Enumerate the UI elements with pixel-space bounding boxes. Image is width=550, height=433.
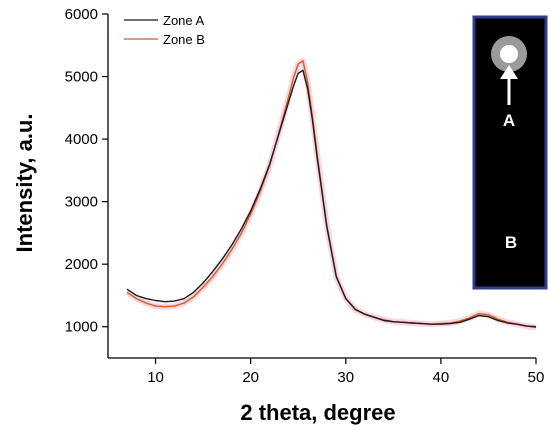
series-layer — [125, 57, 537, 331]
y-tick-label: 3000 — [65, 194, 98, 211]
inset-image: A B — [472, 15, 548, 290]
axes — [107, 14, 536, 359]
inset-label-a: A — [503, 111, 515, 130]
x-tick-label: 30 — [337, 369, 354, 386]
x-ticks: 10 20 30 40 50 — [147, 358, 544, 386]
legend-label-zone-a: Zone A — [163, 13, 205, 28]
x-axis-label: 2 theta, degree — [240, 400, 395, 425]
x-tick-label: 50 — [528, 369, 545, 386]
legend: Zone A Zone B — [124, 13, 205, 47]
inset-arrow-head — [500, 65, 518, 79]
x-tick-label: 10 — [147, 369, 164, 386]
y-tick-label: 1000 — [65, 319, 98, 336]
y-tick-label: 6000 — [65, 6, 98, 23]
inset-panel — [472, 15, 548, 290]
legend-label-zone-b: Zone B — [163, 32, 205, 47]
y-tick-label: 4000 — [65, 131, 98, 148]
x-tick-label: 40 — [433, 369, 450, 386]
inset-label-b: B — [505, 233, 517, 252]
y-tick-label: 5000 — [65, 69, 98, 86]
y-axis-label: Intensity, a.u. — [12, 114, 37, 253]
x-tick-label: 20 — [242, 369, 259, 386]
y-ticks: 1000 2000 3000 4000 5000 6000 — [65, 6, 108, 336]
inset-bright-spot — [500, 45, 518, 63]
series-zone-a-line — [126, 69, 537, 328]
y-tick-label: 2000 — [65, 256, 98, 273]
